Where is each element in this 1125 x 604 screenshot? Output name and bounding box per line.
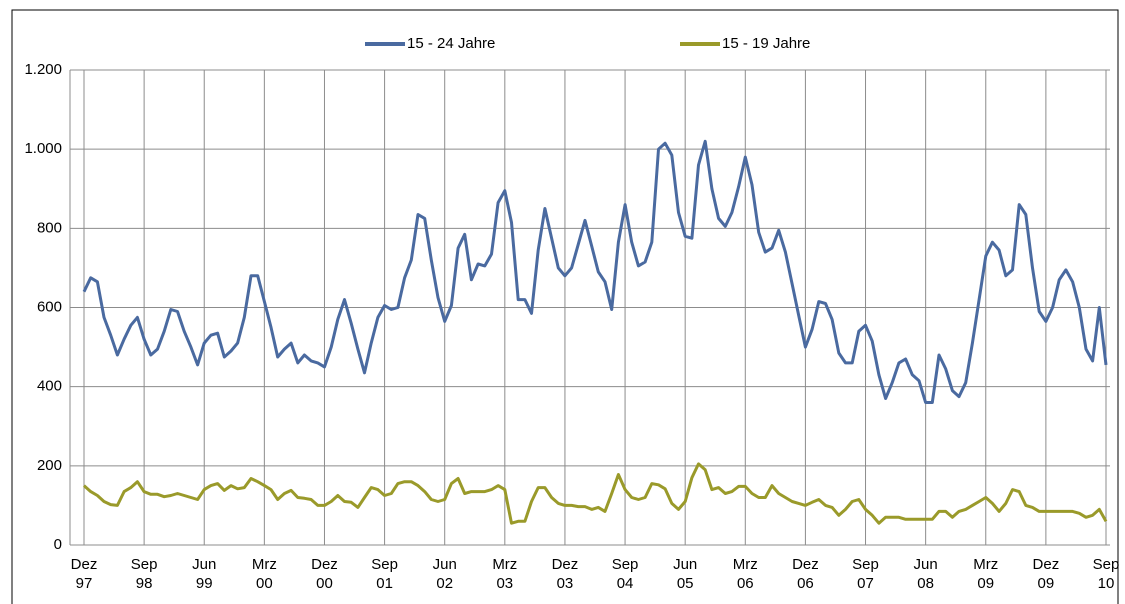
y-tick-label: 200: [37, 457, 62, 474]
x-tick-label: Dez 06: [792, 556, 819, 592]
x-tick-label: Jun 99: [192, 556, 217, 592]
x-tick-label: Dez 97: [70, 556, 98, 592]
x-tick-label: Jun 05: [673, 556, 698, 592]
y-tick-label: 400: [37, 378, 62, 395]
legend-label: 15 - 19 Jahre: [722, 35, 810, 52]
y-tick-label: 0: [54, 536, 62, 553]
x-tick-label: Jun 08: [913, 556, 938, 592]
x-tick-label: Sep 04: [611, 556, 639, 592]
x-tick-label: Dez 09: [1032, 556, 1060, 592]
x-tick-label: Jun 02: [432, 556, 457, 592]
y-tick-label: 800: [37, 219, 62, 236]
y-tick-label: 1.000: [24, 140, 62, 157]
x-tick-label: Sep 98: [130, 556, 158, 592]
legend-label: 15 - 24 Jahre: [407, 35, 495, 52]
x-tick-label: Sep 10: [1092, 556, 1120, 592]
x-tick-label: Mrz 00: [251, 556, 277, 592]
y-tick-label: 1.200: [24, 61, 62, 78]
x-tick-label: Dez 00: [311, 556, 338, 592]
x-tick-label: Sep 01: [371, 556, 398, 592]
series-line: [82, 139, 1108, 404]
x-tick-label: Sep 07: [852, 556, 879, 592]
x-tick-label: Mrz 03: [492, 556, 518, 592]
series-line: [82, 462, 1108, 525]
x-tick-label: Mrz 06: [732, 556, 758, 592]
x-tick-label: Dez 03: [551, 556, 579, 592]
y-tick-label: 600: [37, 298, 62, 315]
x-tick-label: Mrz 09: [973, 556, 999, 592]
